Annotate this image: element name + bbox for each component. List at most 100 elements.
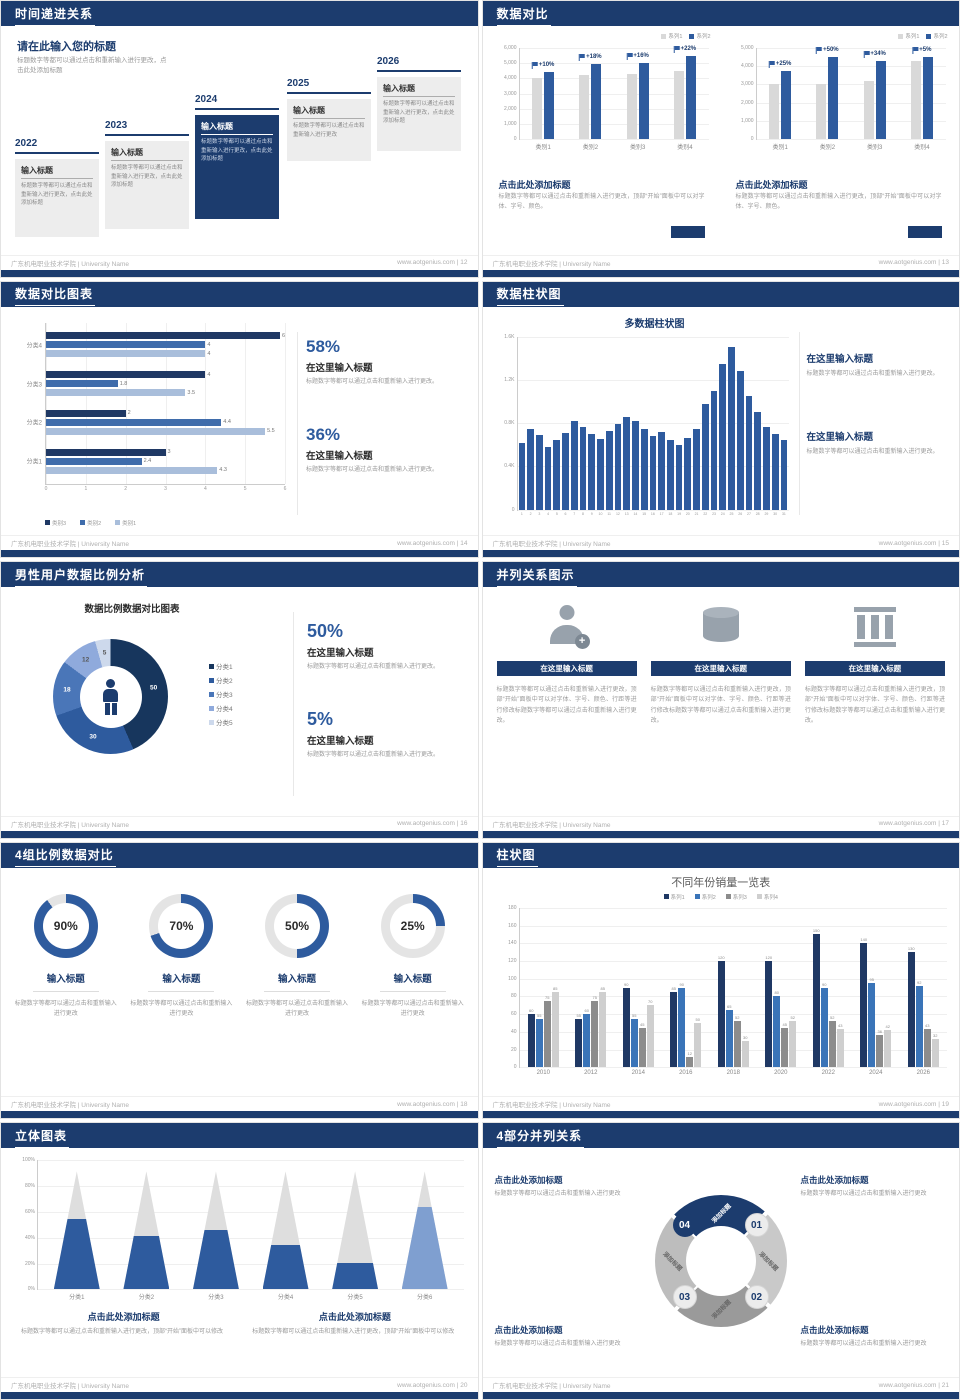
bars (532, 48, 555, 139)
bar (736, 371, 744, 510)
footer-accent-bar (1, 269, 478, 277)
title-button[interactable]: 在这里输入标题 (650, 661, 791, 677)
segment-label: 添加标题 (660, 1251, 683, 1274)
divider (264, 990, 331, 992)
bar-group: 分类2 2 4.4 5.5 (27, 409, 285, 435)
category-label: 分类4 (277, 1295, 294, 1302)
timeline-year: 2025 (287, 78, 371, 94)
building-pillar (870, 615, 879, 640)
bar-group: 55 60 75 85 2012 (575, 908, 607, 1076)
increase-value: +5% (919, 46, 932, 53)
ring-column[interactable]: 50% 输入标题 标题数字等都可以通过点击和重新输入进行更改 (244, 893, 350, 1019)
y-axis-tick: 3,000 (503, 90, 517, 97)
slide-header: 柱状图 (482, 842, 959, 868)
value-label: 90 (822, 981, 827, 987)
bar (719, 363, 727, 510)
slide-data-compare[interactable]: 数据对比 系列1 系列2 6,000 5,000 4,000 3,000 2,000 1,00… (481, 0, 960, 278)
slide-body: 不同年份销量一览表 系列1 系列2 系列3 系列4 180 160 140 120 100 80 6… (483, 868, 960, 1097)
building-shape (853, 607, 896, 648)
x-axis-tick: 5 (555, 511, 558, 516)
bar-group: +25% 类别1 (758, 48, 802, 151)
bar (543, 1000, 551, 1068)
footer-school: 广东机电职业技术学院 | University Name (492, 1102, 611, 1110)
block-heading: 点击此处添加标题 (87, 1312, 160, 1323)
slide-footer: 广东机电职业技术学院 | University Name www.aotgeni… (482, 254, 959, 270)
slide-multi-column-chart[interactable]: 数据柱状图 多数据柱状图 1.6K 1.2K 0.8K 0.4K 0 1 2 3 4 5 6 7 8 9 1… (481, 280, 960, 559)
gridline (519, 1067, 947, 1069)
slide-body: 90% 输入标题 标题数字等都可以通过点击和重新输入进行更改 70% 输入标题 标题数字等… (1, 868, 478, 1097)
slide-footer: 广东机电职业技术学院 | University Name www.aotgeni… (1, 815, 478, 831)
bar (46, 466, 218, 474)
gridline (205, 322, 207, 484)
bar-group: 60 55 75 85 2010 (527, 908, 559, 1076)
ring-diagram-area: 添加标题 添加标题 添加标题 添加标题 01 02 03 04 (654, 1195, 787, 1328)
slide-parallel-icons[interactable]: 并列关系图示 + 在这里输入标题 标题数字等都可以通过点击和重新输入进行更改，顶部“… (481, 561, 960, 839)
building-pillar (884, 615, 893, 640)
bar-wrap: 45 (638, 908, 646, 1068)
bar (646, 1005, 654, 1068)
slide-four-part-ring[interactable]: 4部分并列关系 添加标题 添加标题 添加标题 添加标题 01 02 03 04 点击此处添加标… (481, 1122, 960, 1400)
gridline (165, 322, 167, 484)
bar-column: 12 (614, 337, 622, 516)
footer-school: 广东机电职业技术学院 | University Name (11, 1383, 129, 1390)
slide-header: 男性用户数据比例分析 (1, 562, 478, 588)
legend-item: 类别2 (80, 519, 101, 527)
value-label: 30 (89, 733, 97, 741)
slide-yearly-columns[interactable]: 柱状图 不同年份销量一览表 系列1 系列2 系列3 系列4 180 160 140 120 10… (481, 841, 960, 1120)
slide-title: 数据柱状图 (496, 282, 564, 307)
bar-column: 21 (693, 337, 700, 516)
slide-3d-cones[interactable]: 立体图表 100% 80% 60% 40% 20% 0% 分类1 分类2 分类3 分类4 分类5 分类… (0, 1122, 479, 1400)
y-axis-tick: 4,000 (740, 63, 754, 70)
title-button[interactable]: 在这里输入标题 (496, 661, 637, 677)
parallel-column[interactable]: 在这里输入标题 标题数字等都可以通过点击和重新输入进行更改，顶部“开始”面板中可以… (650, 601, 791, 816)
ring-column[interactable]: 25% 输入标题 标题数字等都可以通过点击和重新输入进行更改 (360, 893, 466, 1019)
cone-column: 分类1 (53, 1171, 100, 1301)
x-axis-tick: 11 (607, 511, 612, 516)
slide-time-progression[interactable]: 时间递进关系 请在此输入您的标题 标题数字等都可以通过点击和重新输入进行更改，点… (0, 0, 479, 278)
slide-title: 柱状图 (496, 843, 538, 868)
bar-row: 3 (46, 448, 285, 456)
cylinder-icon (702, 601, 739, 653)
y-axis-tick: 5,000 (740, 45, 754, 51)
bar-group: 130 92 43 32 2026 (907, 908, 939, 1076)
timeline-item[interactable]: 2026 输入标题 标题数字等都可以通过点击和重新输入进行更改，点击此处添加标题 (377, 56, 461, 151)
timeline-box-title: 输入标题 (383, 83, 455, 97)
text-block: 在这里输入标题 标题数字等都可以通过点击和重新输入进行更改。 (807, 429, 953, 458)
y-axis-tick: 1,000 (503, 120, 517, 127)
category-label: 2020 (774, 1070, 788, 1077)
increase-flag-icon (912, 46, 919, 54)
timeline-item[interactable]: 2024 输入标题 标题数字等都可以通过点击和重新输入进行更改，点击此处添加标题 (195, 94, 279, 219)
person-body (103, 688, 118, 702)
footer-accent-bar (1, 550, 478, 558)
title-button[interactable]: 在这里输入标题 (804, 661, 946, 677)
ring-column[interactable]: 70% 输入标题 标题数字等都可以通过点击和重新输入进行更改 (129, 893, 235, 1019)
category-label: 类别2 (582, 145, 599, 151)
timeline-item[interactable]: 2023 输入标题 标题数字等都可以通过点击和重新输入进行更改，点击此处添加标题 (105, 120, 189, 229)
bar-wrap: 32 (931, 908, 939, 1068)
slide-body: 数据比例数据对比图表 50 30 18 12 5 分类1 分类2 分类3 分类4 分类5 50% … (1, 587, 478, 816)
bar-chart-plot: 5,000 4,000 3,000 2,000 1,000 0 +25% 类别1 +50% 类别2… (741, 45, 946, 151)
slide-male-ratio-analysis[interactable]: 男性用户数据比例分析 数据比例数据对比图表 50 30 18 12 5 分类1 分类2 分类3… (0, 561, 479, 839)
bar-wrap: 75 (591, 908, 599, 1068)
timeline-item[interactable]: 2022 输入标题 标题数字等都可以通过点击和重新输入进行更改，点击此处添加标题 (15, 138, 99, 237)
footer-school: 广东机电职业技术学院 | University Name (11, 821, 129, 829)
slide-title: 数据对比 (496, 2, 551, 26)
legend-label: 分类2 (216, 678, 233, 686)
hbar-chart: 0 1 2 3 4 5 6 分类4 6 4 4 分类3 4 1.8 3.5 分类2 2 4.4 5.5 分类1 3 2.4… (13, 322, 291, 527)
value-label: 130 (907, 946, 915, 952)
bar-group: 分类1 3 2.4 4.3 (27, 448, 285, 474)
parallel-column[interactable]: + 在这里输入标题 标题数字等都可以通过点击和重新输入进行更改，顶部“开始”面板中可… (496, 601, 637, 816)
ring-column[interactable]: 90% 输入标题 标题数字等都可以通过点击和重新输入进行更改 (13, 893, 119, 1019)
series1-bar (863, 80, 874, 139)
parallel-column[interactable]: 在这里输入标题 标题数字等都可以通过点击和重新输入进行更改，顶部“开始”面板中可以… (804, 601, 946, 816)
timeline-item[interactable]: 2025 输入标题 标题数字等都可以通过点击和重新输入进行更改 (287, 78, 371, 161)
slide-four-rings[interactable]: 4组比例数据对比 90% 输入标题 标题数字等都可以通过点击和重新输入进行更改 70%… (0, 841, 479, 1120)
bar (46, 448, 166, 456)
building-icon (853, 601, 896, 653)
bar (591, 1000, 599, 1068)
gridline (519, 996, 947, 998)
series1-bar (769, 84, 780, 139)
bar-wrap: 55 (630, 908, 638, 1068)
slide-hbar-compare[interactable]: 数据对比图表 0 1 2 3 4 5 6 分类4 6 4 4 分类3 4 1.8 3.5 分类2 2 4.4 5.5… (0, 280, 479, 559)
legend-item: 分类5 (209, 717, 233, 727)
